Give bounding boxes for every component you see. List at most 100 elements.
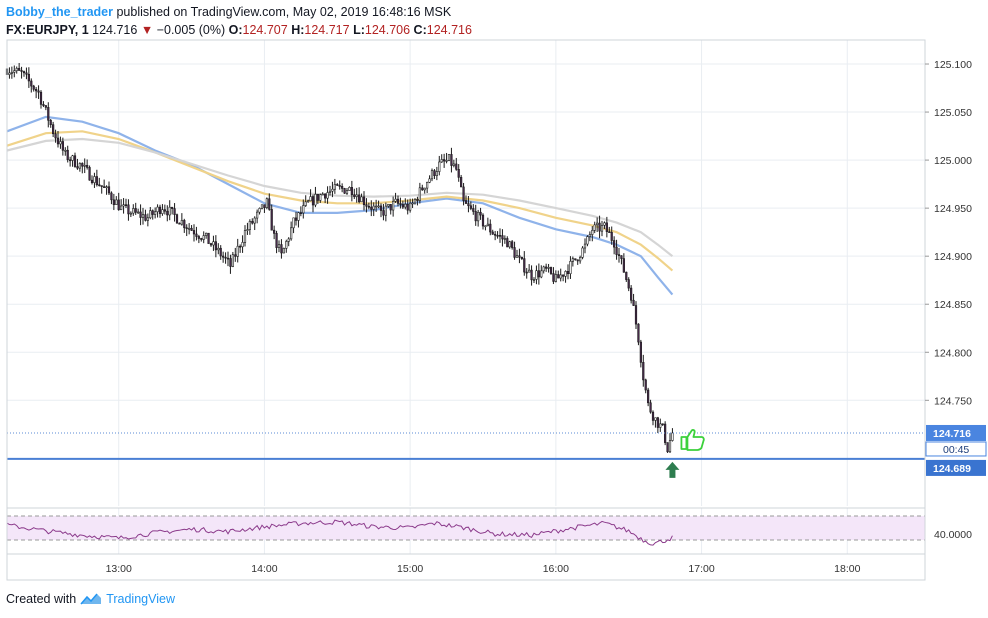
- candle-body: [455, 163, 458, 170]
- author-link[interactable]: Bobby_the_trader: [6, 5, 113, 19]
- candle-body: [13, 70, 16, 73]
- candle-body: [489, 223, 492, 233]
- candle-body: [205, 232, 208, 236]
- candle-body: [292, 217, 295, 229]
- candle-body: [365, 204, 368, 207]
- candle-body: [377, 205, 380, 208]
- candle-body: [209, 243, 213, 246]
- candle-body: [137, 211, 140, 214]
- candle-body: [49, 119, 52, 126]
- candle-body: [399, 203, 402, 205]
- candle-body: [389, 204, 392, 211]
- candle-body: [348, 187, 351, 191]
- candle-body: [105, 186, 108, 189]
- candle-body: [537, 270, 540, 278]
- candle-body: [430, 170, 434, 180]
- candle-body: [98, 184, 101, 187]
- candle-body: [370, 206, 373, 210]
- candle-body: [42, 104, 45, 106]
- candle-body: [409, 202, 412, 211]
- candle-body: [452, 163, 455, 166]
- candle-body: [311, 196, 315, 206]
- high-label: H:: [291, 23, 305, 37]
- candle-body: [309, 196, 312, 202]
- candle-body: [457, 169, 460, 178]
- candle-body: [474, 211, 477, 222]
- candle-body: [644, 379, 647, 391]
- candle-body: [156, 206, 159, 213]
- candle-body: [338, 185, 341, 187]
- candle-body: [59, 141, 62, 145]
- candle-body: [154, 211, 157, 215]
- candle-body: [146, 217, 149, 221]
- triangle-down-icon: ▼: [140, 23, 154, 37]
- ohlc-line: FX:EURJPY, 1 124.716 ▼ −0.005 (0%) O:124…: [6, 21, 966, 39]
- candle-body: [518, 255, 521, 258]
- candle-body: [110, 192, 113, 201]
- candle-body: [462, 186, 465, 201]
- y-tick-label: 125.100: [934, 59, 972, 71]
- candle-body: [134, 208, 137, 213]
- candle-body: [549, 267, 553, 274]
- countdown-label: 00:45: [943, 444, 969, 456]
- candle-body: [190, 227, 193, 231]
- candle-body: [214, 241, 217, 251]
- thumbs-up-icon: [680, 429, 705, 451]
- candle-body: [535, 270, 538, 280]
- candle-body: [161, 209, 164, 214]
- candle-body: [450, 154, 453, 166]
- candle-body: [248, 221, 251, 230]
- candle-body: [627, 279, 630, 289]
- candle-body: [69, 159, 72, 162]
- candle-body: [350, 187, 353, 195]
- price-overlays: 124.716 00:45 124.689: [7, 424, 987, 478]
- footer: Created with TradingView: [6, 592, 175, 606]
- candle-body: [115, 199, 118, 205]
- candle-body: [224, 256, 227, 259]
- candle-body: [413, 199, 417, 204]
- candle-body: [139, 211, 142, 218]
- candle-body: [212, 241, 215, 246]
- candle-body: [39, 91, 43, 105]
- candle-body: [494, 233, 497, 236]
- candle-body: [591, 230, 594, 235]
- y-tick-label: 125.050: [934, 107, 972, 119]
- x-tick-label: 18:00: [834, 563, 860, 575]
- candle-body: [671, 432, 674, 441]
- candle-body: [542, 266, 545, 272]
- candle-body: [433, 170, 436, 176]
- candle-body: [423, 187, 426, 191]
- candle-body: [416, 199, 419, 201]
- candle-body: [525, 271, 528, 274]
- candle-body: [44, 105, 47, 108]
- candle-body: [287, 238, 290, 242]
- candle-body: [127, 204, 130, 215]
- open-value: 124.707: [242, 23, 288, 37]
- candle-body: [263, 204, 266, 208]
- candle-body: [632, 299, 635, 306]
- candle-body: [166, 210, 169, 216]
- candle-body: [307, 200, 310, 203]
- candle-body: [661, 423, 664, 426]
- candle-body: [617, 254, 621, 256]
- candle-body: [103, 186, 106, 188]
- level-price-tag: [926, 459, 986, 476]
- tradingview-brand[interactable]: TradingView: [106, 592, 175, 606]
- open-label: O:: [228, 23, 243, 37]
- candle-body: [372, 205, 375, 210]
- candle-body: [64, 149, 67, 152]
- candle-body: [251, 221, 254, 224]
- candle-body: [440, 159, 443, 163]
- candle-body: [345, 190, 349, 194]
- candle-body: [562, 274, 565, 277]
- candle-body: [605, 222, 608, 232]
- candle-body: [479, 211, 482, 216]
- candle-body: [579, 257, 582, 262]
- candle-body: [129, 212, 132, 215]
- candle-body: [608, 231, 611, 233]
- plot-frame: [6, 39, 926, 581]
- candle-body: [275, 233, 278, 248]
- candle-body: [447, 154, 451, 161]
- symbol-label[interactable]: FX:EURJPY, 1: [6, 23, 89, 37]
